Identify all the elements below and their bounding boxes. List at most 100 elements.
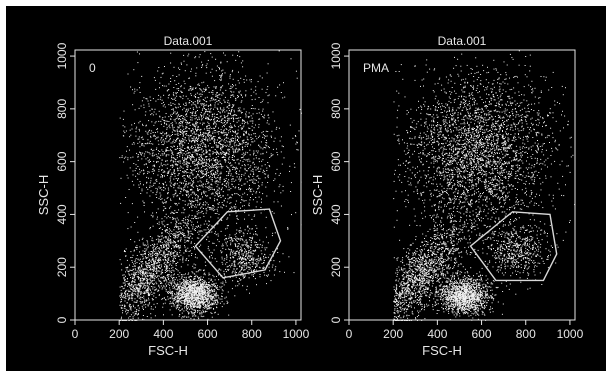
data-point xyxy=(201,118,203,120)
data-point xyxy=(177,288,179,290)
data-point xyxy=(195,72,197,74)
data-point xyxy=(231,178,233,180)
data-point xyxy=(282,97,284,99)
data-point xyxy=(178,302,180,304)
data-point xyxy=(222,151,224,152)
data-point xyxy=(160,120,162,122)
data-point xyxy=(208,171,210,173)
data-point xyxy=(185,277,187,279)
data-point xyxy=(190,70,192,72)
data-point xyxy=(130,309,132,311)
data-point xyxy=(125,197,127,198)
data-point xyxy=(190,307,192,309)
data-point xyxy=(217,223,219,225)
data-point xyxy=(238,162,240,164)
data-point xyxy=(236,168,238,170)
data-point xyxy=(180,120,182,122)
data-point xyxy=(192,312,194,314)
data-point xyxy=(135,175,137,177)
data-point xyxy=(210,137,212,139)
data-point xyxy=(239,270,241,272)
data-point xyxy=(243,277,244,279)
data-point xyxy=(163,144,165,146)
data-point xyxy=(235,131,236,133)
data-point xyxy=(132,170,134,172)
data-point xyxy=(205,296,207,298)
data-point xyxy=(244,243,246,245)
data-point xyxy=(215,152,217,154)
data-point xyxy=(210,135,212,137)
data-point xyxy=(263,259,265,261)
data-point xyxy=(172,151,174,153)
data-point xyxy=(252,263,254,265)
data-point xyxy=(231,288,233,290)
data-point xyxy=(193,163,195,165)
data-point xyxy=(191,184,193,186)
data-point xyxy=(238,178,240,180)
data-point xyxy=(238,126,240,128)
data-point xyxy=(205,165,207,167)
data-point xyxy=(224,138,225,140)
data-point xyxy=(200,302,202,304)
data-point xyxy=(186,191,188,193)
data-point xyxy=(182,141,184,143)
data-point xyxy=(197,127,199,128)
data-point xyxy=(242,156,244,158)
data-point xyxy=(225,296,227,298)
data-point xyxy=(137,173,138,175)
data-point xyxy=(245,131,247,133)
data-point xyxy=(245,121,247,123)
data-point xyxy=(223,132,225,134)
data-point xyxy=(148,131,150,133)
data-point xyxy=(212,242,214,244)
data-point xyxy=(130,134,132,136)
data-point xyxy=(201,154,203,156)
data-point xyxy=(195,276,197,278)
data-point xyxy=(205,156,207,157)
data-point xyxy=(193,136,195,138)
data-point xyxy=(205,173,207,175)
data-point xyxy=(204,174,206,176)
data-point xyxy=(258,144,260,146)
data-point xyxy=(181,302,183,304)
data-point xyxy=(203,133,205,135)
data-point xyxy=(204,144,206,146)
data-point xyxy=(224,123,226,125)
data-point xyxy=(137,156,139,158)
data-point xyxy=(249,247,251,249)
data-point xyxy=(187,175,189,176)
data-point xyxy=(234,270,236,272)
data-point xyxy=(250,79,252,81)
data-point xyxy=(161,269,163,271)
data-point xyxy=(265,92,267,94)
data-point xyxy=(245,111,247,113)
data-point xyxy=(187,191,189,193)
data-point xyxy=(245,75,247,77)
data-point xyxy=(192,224,194,226)
data-point xyxy=(176,88,178,90)
data-point xyxy=(209,131,210,133)
data-point xyxy=(200,114,202,116)
data-point xyxy=(171,159,172,161)
data-point xyxy=(171,296,173,298)
data-point xyxy=(193,295,195,297)
data-point xyxy=(198,293,200,295)
data-point xyxy=(176,183,178,185)
data-point xyxy=(226,106,228,108)
data-point xyxy=(194,305,196,307)
data-point xyxy=(195,129,197,130)
data-point xyxy=(135,128,137,130)
data-point xyxy=(263,257,265,259)
data-point xyxy=(238,51,240,53)
data-point xyxy=(164,106,166,108)
data-point xyxy=(200,244,202,246)
data-point xyxy=(237,96,239,98)
data-point xyxy=(195,199,197,201)
data-point xyxy=(175,226,177,228)
data-point xyxy=(222,191,224,193)
data-point xyxy=(191,296,193,298)
data-point xyxy=(191,303,193,305)
data-point xyxy=(236,246,238,248)
data-point xyxy=(269,166,271,168)
data-point xyxy=(192,291,194,293)
